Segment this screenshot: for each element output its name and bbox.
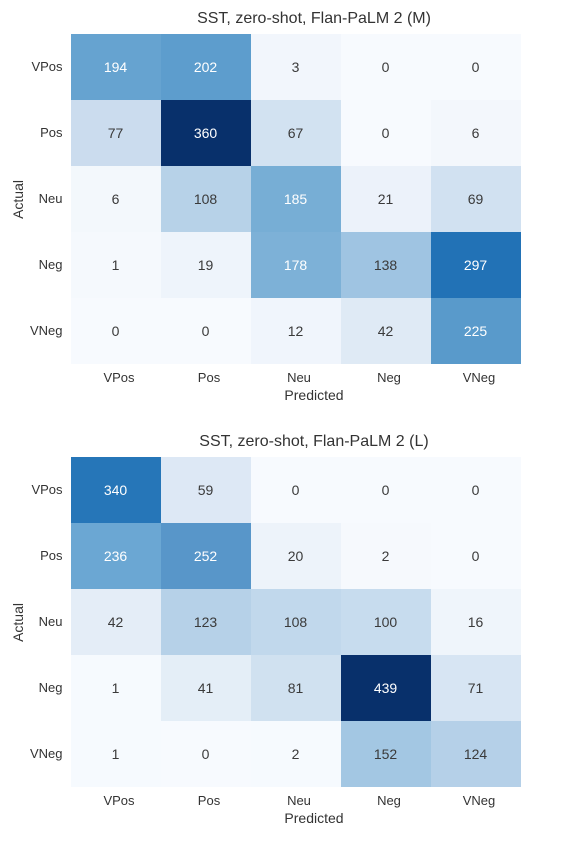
heatmap-cell: 108 bbox=[251, 589, 341, 655]
heatmap-cell: 16 bbox=[431, 589, 521, 655]
heatmap-cell: 42 bbox=[71, 589, 161, 655]
heatmap-cell: 297 bbox=[431, 232, 521, 298]
heatmap-cell: 0 bbox=[251, 457, 341, 523]
heatmap-cell: 138 bbox=[341, 232, 431, 298]
heatmap-cell: 59 bbox=[161, 457, 251, 523]
heatmap-cell: 202 bbox=[161, 34, 251, 100]
heatmap-cell: 0 bbox=[161, 721, 251, 787]
heatmap-cell: 1 bbox=[71, 655, 161, 721]
heatmap-cell: 178 bbox=[251, 232, 341, 298]
xtick: VNeg bbox=[434, 787, 524, 808]
heatmap-cell: 225 bbox=[431, 298, 521, 364]
heatmap-cell: 0 bbox=[431, 523, 521, 589]
chart1-grid: 1942023007736067066108185216911917813829… bbox=[71, 34, 521, 364]
chart1-xticks: VPos Pos Neu Neg VNeg bbox=[74, 364, 558, 385]
heatmap-cell: 252 bbox=[161, 523, 251, 589]
ytick: VPos bbox=[30, 457, 71, 523]
heatmap-cell: 236 bbox=[71, 523, 161, 589]
chart2-title: SST, zero-shot, Flan-PaLM 2 (L) bbox=[70, 433, 558, 451]
heatmap-cell: 1 bbox=[71, 232, 161, 298]
heatmap-cell: 123 bbox=[161, 589, 251, 655]
heatmap-cell: 77 bbox=[71, 100, 161, 166]
ytick: Neg bbox=[30, 655, 71, 721]
heatmap-cell: 67 bbox=[251, 100, 341, 166]
heatmap-cell: 81 bbox=[251, 655, 341, 721]
chart2-yticks: VPos Pos Neu Neg VNeg bbox=[30, 457, 71, 787]
chart1-yticks: VPos Pos Neu Neg VNeg bbox=[30, 34, 71, 364]
heatmap-cell: 0 bbox=[341, 34, 431, 100]
heatmap-cell: 360 bbox=[161, 100, 251, 166]
heatmap-cell: 0 bbox=[341, 457, 431, 523]
heatmap-cell: 124 bbox=[431, 721, 521, 787]
chart1-body: Actual VPos Pos Neu Neg VNeg 19420230077… bbox=[10, 34, 558, 364]
chart2-xticks: VPos Pos Neu Neg VNeg bbox=[74, 787, 558, 808]
heatmap-cell: 152 bbox=[341, 721, 431, 787]
chart1-title: SST, zero-shot, Flan-PaLM 2 (M) bbox=[70, 10, 558, 28]
xtick: Neg bbox=[344, 364, 434, 385]
ytick: Neu bbox=[30, 589, 71, 655]
heatmap-cell: 69 bbox=[431, 166, 521, 232]
heatmap-cell: 439 bbox=[341, 655, 431, 721]
heatmap-cell: 0 bbox=[431, 457, 521, 523]
heatmap-cell: 2 bbox=[251, 721, 341, 787]
xtick: VNeg bbox=[434, 364, 524, 385]
heatmap-cell: 12 bbox=[251, 298, 341, 364]
chart2-body: Actual VPos Pos Neu Neg VNeg 34059000236… bbox=[10, 457, 558, 787]
heatmap-cell: 100 bbox=[341, 589, 431, 655]
heatmap-cell: 0 bbox=[341, 100, 431, 166]
heatmap-cell: 71 bbox=[431, 655, 521, 721]
heatmap-cell: 21 bbox=[341, 166, 431, 232]
heatmap-cell: 2 bbox=[341, 523, 431, 589]
heatmap-cell: 19 bbox=[161, 232, 251, 298]
heatmap-cell: 0 bbox=[71, 298, 161, 364]
heatmap-cell: 0 bbox=[431, 34, 521, 100]
ytick: VNeg bbox=[30, 721, 71, 787]
heatmap-cell: 41 bbox=[161, 655, 251, 721]
xtick: Pos bbox=[164, 364, 254, 385]
chart2-ylabel: Actual bbox=[10, 603, 26, 642]
xtick: Neu bbox=[254, 787, 344, 808]
heatmap-cell: 194 bbox=[71, 34, 161, 100]
xtick: Neu bbox=[254, 364, 344, 385]
chart1-ylabel: Actual bbox=[10, 180, 26, 219]
xtick: VPos bbox=[74, 364, 164, 385]
heatmap-chart-2: SST, zero-shot, Flan-PaLM 2 (L) Actual V… bbox=[10, 433, 558, 826]
ytick: VNeg bbox=[30, 298, 71, 364]
heatmap-cell: 1 bbox=[71, 721, 161, 787]
heatmap-cell: 0 bbox=[161, 298, 251, 364]
ytick: Pos bbox=[30, 523, 71, 589]
heatmap-cell: 185 bbox=[251, 166, 341, 232]
heatmap-cell: 6 bbox=[71, 166, 161, 232]
ytick: Pos bbox=[30, 100, 71, 166]
ytick: Neg bbox=[30, 232, 71, 298]
heatmap-cell: 108 bbox=[161, 166, 251, 232]
xtick: Neg bbox=[344, 787, 434, 808]
chart2-xlabel: Predicted bbox=[70, 810, 558, 826]
xtick: VPos bbox=[74, 787, 164, 808]
heatmap-cell: 42 bbox=[341, 298, 431, 364]
heatmap-chart-1: SST, zero-shot, Flan-PaLM 2 (M) Actual V… bbox=[10, 10, 558, 403]
heatmap-cell: 20 bbox=[251, 523, 341, 589]
chart1-xlabel: Predicted bbox=[70, 387, 558, 403]
heatmap-cell: 340 bbox=[71, 457, 161, 523]
xtick: Pos bbox=[164, 787, 254, 808]
chart2-grid: 3405900023625220204212310810016141814397… bbox=[71, 457, 521, 787]
heatmap-cell: 3 bbox=[251, 34, 341, 100]
ytick: VPos bbox=[30, 34, 71, 100]
ytick: Neu bbox=[30, 166, 71, 232]
heatmap-cell: 6 bbox=[431, 100, 521, 166]
